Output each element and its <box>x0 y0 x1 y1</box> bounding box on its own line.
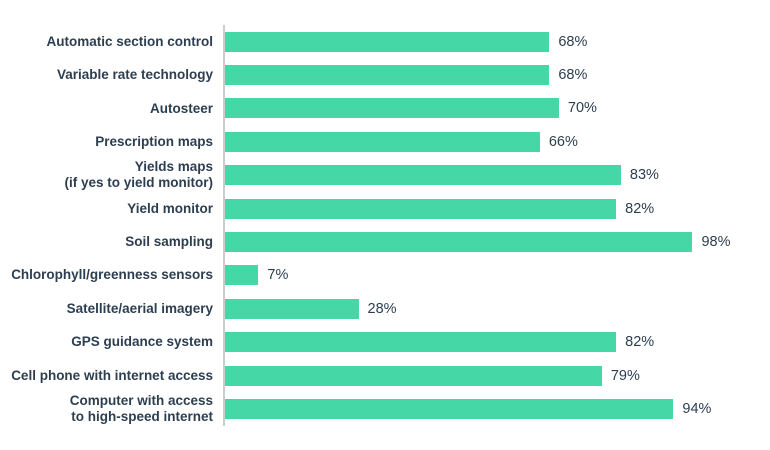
category-label: Prescription maps <box>95 133 213 149</box>
bar <box>225 365 602 386</box>
plot-area: 98% <box>223 225 770 259</box>
plot-area: 68% <box>223 25 770 59</box>
plot-area: 70% <box>223 91 770 126</box>
bar <box>225 265 259 286</box>
category-label: Satellite/aerial imagery <box>66 300 213 316</box>
plot-area: 79% <box>223 358 770 393</box>
category-label: Autosteer <box>149 100 213 116</box>
plot-area: 82% <box>223 191 770 226</box>
chart-row: Soil sampling 98% <box>0 225 770 259</box>
value-label: 66% <box>548 133 578 150</box>
category-label: Soil sampling <box>125 234 213 250</box>
category-label: Chlorophyll/greenness sensors <box>11 267 213 283</box>
category-label: Cell phone with internet access <box>11 367 213 383</box>
chart-row: Cell phone with internet access 79% <box>0 358 770 393</box>
value-label: 98% <box>701 234 731 251</box>
bar <box>225 398 674 419</box>
chart-row: Autosteer 70% <box>0 91 770 126</box>
bar <box>225 232 693 253</box>
plot-area: 83% <box>223 158 770 192</box>
chart-row: Automatic section control 68% <box>0 25 770 59</box>
bar-chart: Automatic section control 68% Variable rat… <box>0 25 770 426</box>
bar <box>225 198 617 219</box>
chart-row: Satellite/aerial imagery 28% <box>0 292 770 326</box>
plot-area: 66% <box>223 125 770 159</box>
category-label: GPS guidance system <box>71 334 213 350</box>
bar <box>225 131 540 152</box>
value-label: 68% <box>558 67 588 84</box>
bar <box>225 332 617 353</box>
category-label: Variable rate technology <box>56 67 213 83</box>
chart-row: Prescription maps 66% <box>0 125 770 159</box>
value-label: 79% <box>610 367 640 384</box>
bar <box>225 31 550 52</box>
category-label: Yield monitor <box>127 200 213 216</box>
plot-area: 94% <box>223 392 770 426</box>
plot-area: 82% <box>223 325 770 359</box>
chart-row: Yield monitor 82% <box>0 191 770 226</box>
chart-row: GPS guidance system 82% <box>0 325 770 359</box>
category-label: Computer with access to high-speed inter… <box>69 393 213 424</box>
bar <box>225 98 559 119</box>
plot-area: 7% <box>223 258 770 293</box>
category-label: Automatic section control <box>46 33 213 49</box>
value-label: 82% <box>625 200 655 217</box>
bar <box>225 65 550 86</box>
value-label: 94% <box>682 400 712 417</box>
chart-row: Variable rate technology 68% <box>0 58 770 92</box>
value-label: 83% <box>629 167 659 184</box>
value-label: 28% <box>367 300 397 317</box>
bar <box>225 165 621 186</box>
bar <box>225 298 359 319</box>
chart-row: Chlorophyll/greenness sensors 7% <box>0 258 770 293</box>
value-label: 68% <box>558 33 588 50</box>
plot-area: 28% <box>223 292 770 326</box>
plot-area: 68% <box>223 58 770 92</box>
chart-row: Computer with access to high-speed inter… <box>0 392 770 426</box>
chart-row: Yields maps (if yes to yield monitor) 83% <box>0 158 770 192</box>
value-label: 70% <box>567 100 597 117</box>
value-label: 82% <box>625 334 655 351</box>
value-label: 7% <box>267 267 289 284</box>
category-label: Yields maps (if yes to yield monitor) <box>64 159 213 191</box>
